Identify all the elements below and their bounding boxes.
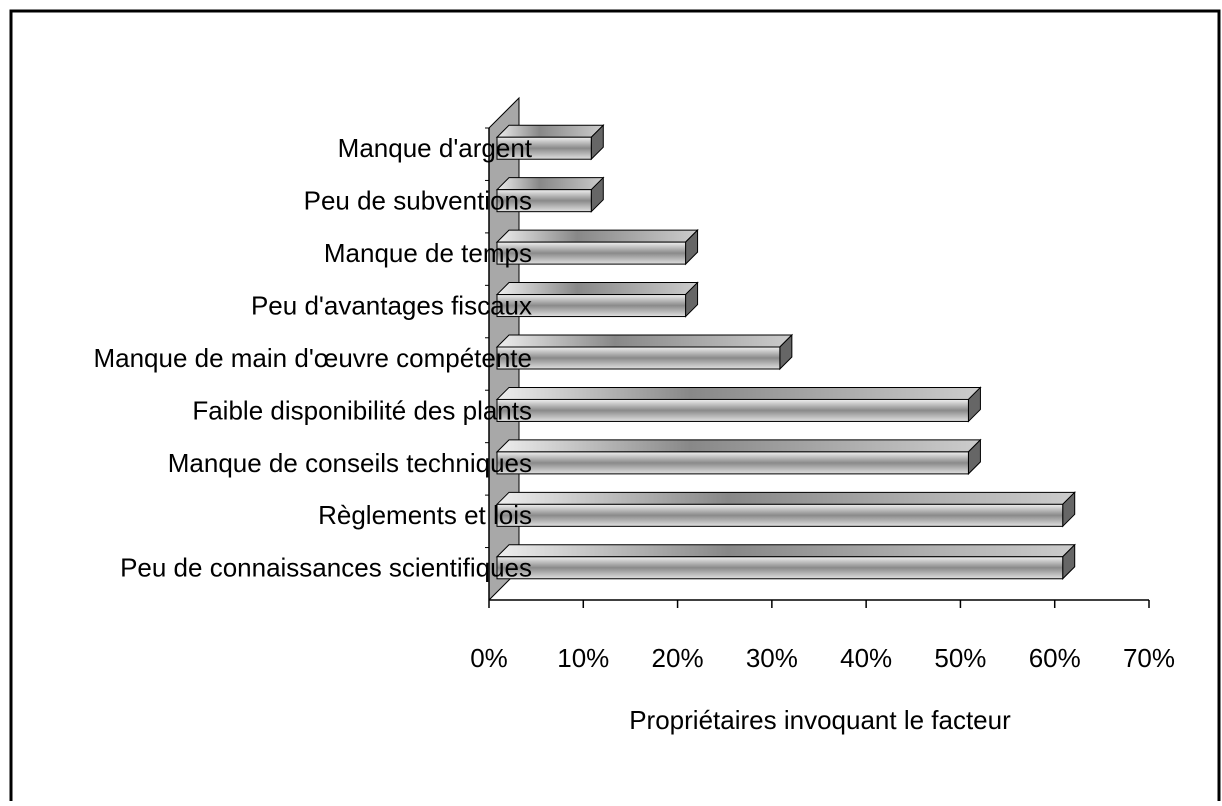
bar-face (495, 386, 982, 400)
y-tick-label: Manque de conseils techniques (168, 448, 532, 478)
bar-face (496, 189, 592, 213)
x-tick-label: 30% (746, 643, 798, 673)
x-axis-title: Propriétaires invoquant le facteur (629, 705, 1011, 735)
x-tick-label: 10% (557, 643, 609, 673)
y-tick-label: Règlements et lois (318, 500, 532, 530)
y-tick-label: Peu de subventions (304, 186, 532, 216)
y-tick-label: Peu d'avantages fiscaux (251, 290, 532, 320)
bar-face (495, 544, 1076, 558)
bar-face (496, 294, 687, 318)
x-tick-label: 70% (1123, 643, 1175, 673)
bar (495, 124, 605, 161)
x-tick-label: 0% (470, 643, 508, 673)
bar-face (495, 334, 794, 348)
y-tick-label: Faible disponibilité des plants (192, 395, 532, 425)
bar (495, 438, 982, 476)
bar-face (495, 439, 982, 453)
bar (495, 333, 794, 371)
bar (495, 228, 699, 266)
bar-face (496, 241, 687, 265)
bar (495, 491, 1076, 528)
x-tick-label: 50% (934, 643, 986, 673)
bar-face (496, 503, 1064, 527)
bar-face (496, 346, 781, 370)
frame (9, 9, 1221, 806)
x-tick-label: 60% (1029, 643, 1081, 673)
bar (495, 176, 605, 213)
bar-face (496, 556, 1064, 580)
bar-face (496, 136, 592, 160)
bar-face (495, 491, 1076, 505)
x-tick-label: 40% (840, 643, 892, 673)
bar-face (496, 451, 969, 475)
y-tick-label: Manque d'argent (338, 133, 533, 163)
bar (495, 386, 982, 423)
x-tick-label: 20% (652, 643, 704, 673)
y-tick-label: Manque de temps (324, 238, 532, 268)
y-tick-label: Manque de main d'œuvre compétente (93, 343, 532, 373)
bar-face (496, 398, 969, 422)
y-tick-label: Peu de connaissances scientifiques (120, 553, 532, 583)
bar (495, 281, 699, 318)
bar (495, 543, 1076, 580)
